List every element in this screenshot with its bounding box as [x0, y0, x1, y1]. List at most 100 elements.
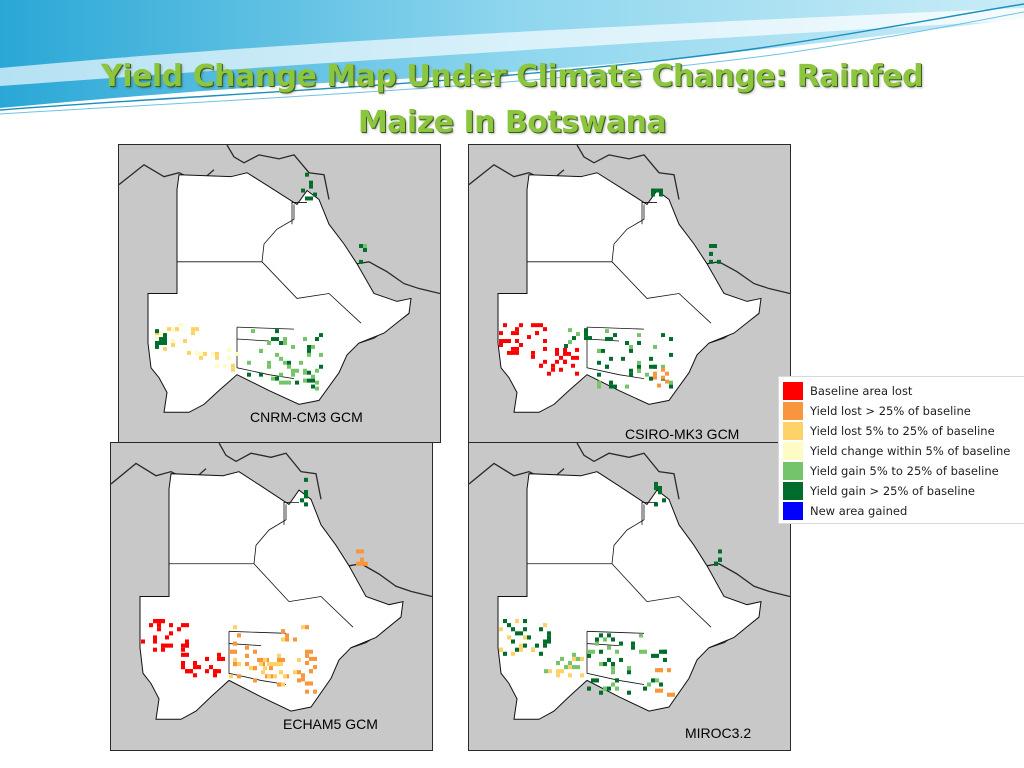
yield-cell — [661, 375, 665, 380]
yield-cell — [655, 678, 659, 683]
yield-cell — [551, 363, 555, 368]
yield-cell — [285, 637, 289, 642]
yield-cell — [193, 665, 197, 670]
yield-cell — [665, 379, 669, 384]
yield-cell — [213, 669, 217, 674]
yield-cell — [662, 498, 666, 503]
legend-label: New area gained — [810, 504, 908, 518]
yield-cell — [175, 327, 179, 332]
botswana-map-cnrm — [119, 145, 440, 413]
yield-cell — [281, 637, 285, 642]
yield-cell — [595, 678, 599, 683]
yield-cell — [597, 348, 601, 353]
yield-cell — [297, 678, 301, 683]
map-label-csiro: CSIRO-MK3 GCM — [625, 426, 740, 442]
map-label-miroc: MIROC3.2 — [685, 725, 752, 741]
yield-cell — [629, 368, 633, 373]
yield-cell — [305, 172, 309, 177]
district-border — [228, 630, 287, 634]
yield-cell — [535, 331, 539, 336]
botswana-map-csiro — [469, 145, 790, 413]
yield-cell — [625, 384, 629, 389]
yield-cell — [259, 661, 263, 667]
yield-cell — [584, 332, 588, 337]
yield-cell — [311, 374, 315, 379]
yield-cell — [297, 670, 301, 675]
yield-cell — [661, 333, 665, 338]
yield-cell — [519, 643, 523, 648]
header-swoosh-decoration — [0, 0, 1024, 115]
yield-cell — [195, 327, 199, 332]
yield-cell — [313, 192, 317, 197]
yield-cell — [611, 666, 615, 671]
yield-cell — [307, 370, 311, 375]
yield-cell — [659, 192, 663, 197]
district-border — [611, 204, 645, 262]
yield-cell — [215, 351, 219, 356]
yield-cell — [651, 188, 655, 193]
slide-title-line-1: Yield Change Map Under Climate Change: R… — [101, 59, 923, 94]
yield-cell — [287, 360, 291, 365]
yield-cell — [275, 376, 279, 381]
yield-cell — [547, 635, 551, 640]
yield-cell — [568, 340, 572, 344]
yield-cell — [161, 643, 165, 648]
yield-cell — [304, 490, 308, 495]
yield-cell — [503, 323, 507, 328]
yield-cell — [625, 341, 629, 345]
yield-cell — [319, 352, 323, 357]
yield-cell — [299, 360, 303, 365]
yield-cell — [281, 657, 285, 662]
yield-cell — [283, 380, 287, 385]
yield-cell — [157, 623, 161, 628]
legend-swatch — [783, 442, 803, 460]
yield-cell — [356, 549, 360, 554]
yield-cell — [499, 627, 503, 632]
yield-cell — [259, 348, 263, 353]
yield-cell — [539, 323, 543, 328]
yield-cell — [511, 346, 515, 351]
yield-cell — [363, 244, 367, 248]
yield-cell — [535, 643, 539, 648]
yield-cell — [217, 652, 221, 657]
district-border — [641, 202, 657, 225]
yield-cell — [539, 363, 543, 368]
yield-cell — [543, 639, 547, 644]
yield-cell — [311, 344, 315, 349]
yield-cell — [199, 355, 203, 360]
yield-cell — [247, 372, 251, 377]
yield-cell — [621, 356, 625, 361]
yield-cell — [613, 384, 617, 389]
yield-cell — [309, 180, 313, 185]
yield-cell — [305, 196, 309, 201]
yield-cell — [597, 384, 601, 389]
yield-cell — [639, 633, 643, 638]
yield-cell — [523, 627, 527, 632]
yield-cell — [307, 344, 311, 349]
yield-cell — [360, 549, 364, 554]
yield-cell — [564, 665, 568, 670]
yield-cell — [671, 692, 675, 697]
yield-cell — [193, 660, 197, 666]
yield-cell — [283, 674, 287, 679]
legend-label: Yield gain 5% to 25% of baseline — [810, 464, 999, 478]
yield-cell — [515, 350, 519, 355]
yield-cell — [165, 643, 169, 648]
yield-cell — [499, 331, 503, 336]
district-border — [586, 338, 620, 342]
yield-cell — [279, 380, 283, 385]
yield-cell — [651, 192, 655, 197]
yield-cell — [153, 647, 157, 652]
yield-cell — [279, 670, 283, 675]
yield-cell — [559, 367, 563, 372]
legend-swatch — [783, 482, 803, 500]
yield-cell — [279, 372, 283, 377]
yield-cell — [181, 623, 185, 628]
legend-item-yield-change-within-5: Yield change within 5% of baseline — [783, 442, 1023, 461]
yield-cell — [669, 384, 673, 389]
yield-cell — [654, 481, 658, 486]
yield-cell — [189, 669, 193, 674]
yield-cell — [233, 661, 237, 667]
yield-cell — [629, 348, 633, 353]
yield-cell — [567, 351, 571, 356]
